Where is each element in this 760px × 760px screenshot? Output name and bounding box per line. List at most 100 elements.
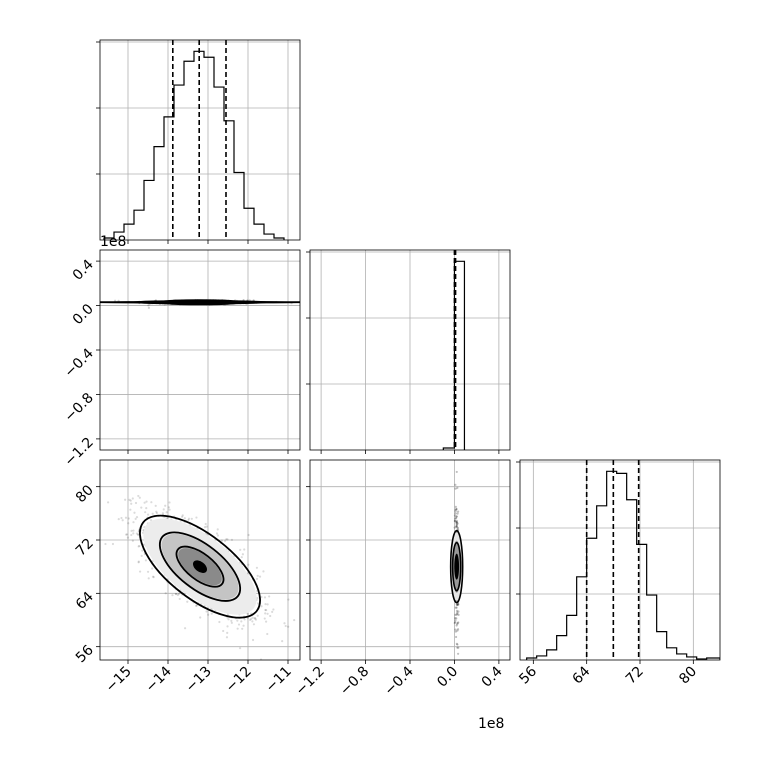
joint-p1-p3-xtick-label-2: −13: [183, 664, 215, 696]
joint-p1-p3-sample: [252, 623, 256, 626]
joint-p1-p3-sample: [146, 513, 150, 516]
hist-p3-xtick-label-2: 72: [623, 664, 647, 688]
joint-p2-p3-sample: [453, 526, 456, 529]
joint-p1-p3-sample: [263, 596, 267, 599]
joint-p2-p3-sample: [456, 643, 459, 646]
joint-p1-p3-sample: [171, 594, 174, 597]
joint-p1-p3-sample: [129, 499, 132, 502]
joint-p2-p3-sample: [457, 646, 460, 649]
hist-p3-step: [526, 470, 720, 660]
joint-p2-p3-sample: [456, 623, 459, 626]
joint-p1-p3-sample: [104, 542, 107, 546]
joint-p1-p3-sample: [281, 640, 284, 643]
hist-p1-frame: [99, 39, 301, 241]
joint-p1-p3-sample: [125, 533, 128, 536]
joint-p1-p3-sample: [255, 566, 259, 569]
joint-p1-p3-sample: [144, 511, 147, 514]
joint-p2-p3-xtick-label-4: 0.4: [479, 663, 506, 690]
joint-p1-p3-sample: [243, 618, 246, 621]
joint-p1-p2-core: [180, 300, 220, 304]
joint-p1-p3-sample: [134, 501, 138, 505]
joint-p1-p3-sample: [215, 532, 219, 535]
joint-p2-p3-xtick-label-2: −0.4: [381, 663, 416, 698]
joint-p2-p3-sample: [453, 514, 457, 517]
joint-p1-p2-ytick-label-3: 0.0: [70, 301, 97, 328]
joint-p2-p3-sample: [456, 603, 459, 606]
joint-p1-p3-sample: [147, 577, 150, 580]
joint-p1-p3-sample: [127, 522, 130, 525]
hist-p1-step: [103, 50, 285, 240]
joint-p1-p3-sample: [247, 563, 250, 566]
joint-p1-p3-sample: [220, 539, 224, 542]
joint-p1-p3-sample: [161, 512, 165, 515]
joint-p2-p3-sample: [455, 524, 458, 528]
joint-p1-p3-sample: [239, 548, 242, 551]
joint-p2-p3-sample: [455, 635, 458, 639]
joint-p1-p3-sample: [241, 553, 244, 556]
joint-p1-p3-sample: [127, 517, 130, 520]
joint-p2-p3-sample: [453, 519, 456, 523]
joint-p1-p3-sample: [125, 533, 129, 536]
hist-p1-content: [103, 40, 285, 240]
joint-p2-p3-sample: [456, 527, 460, 530]
joint-p1-p2-ytick-label-1: −0.8: [61, 390, 96, 425]
joint-p1-p2-sample: [147, 304, 150, 307]
joint-p2-p3-core: [454, 553, 460, 580]
joint-p1-p3-sample: [249, 618, 252, 622]
joint-p1-p3-sample: [256, 614, 259, 617]
joint-p2-p3-sample: [455, 521, 458, 524]
joint-p1-p3-sample: [256, 597, 259, 600]
joint-p1-p3-sample: [225, 538, 228, 541]
joint-p1-p3-sample: [176, 593, 179, 597]
joint-p2-p3-sample: [457, 603, 460, 606]
hist-p3-frame: [519, 459, 721, 661]
joint-p2-p3-sample: [454, 619, 457, 622]
joint-p2-p3-sample: [455, 642, 458, 645]
joint-p1-p3-sample: [243, 548, 246, 551]
hist-p3-xtick-label-1: 64: [570, 663, 594, 687]
joint-p1-p3-sample: [183, 517, 186, 520]
joint-p2-p3-sample: [455, 522, 458, 525]
joint-p1-p3-sample: [183, 627, 187, 630]
joint-p1-p3-sample: [238, 647, 242, 650]
joint-p1-p3-sample: [137, 533, 140, 537]
joint-p1-p3-frame: [99, 459, 301, 661]
joint-p1-p3-sample: [150, 501, 153, 504]
joint-p1-p3-sample: [186, 600, 189, 603]
joint-p1-p3-sample: [145, 507, 148, 510]
joint-p2-p3-contour-2: [451, 541, 462, 592]
hist-p2: [309, 249, 511, 451]
joint-p1-p3-sample: [137, 545, 140, 548]
joint-p2-p3-sample: [457, 652, 460, 655]
joint-p1-p3-sample: [203, 526, 207, 529]
joint-p1-p3-sample: [155, 510, 158, 513]
joint-p1-p3-sample: [131, 539, 134, 542]
joint-p1-p3-sample: [266, 603, 269, 606]
joint-p1-p3-sample: [271, 610, 274, 613]
joint-p1-p2-ytick-label-2: −0.4: [61, 345, 96, 380]
joint-p1-p3-sample: [133, 511, 136, 514]
joint-p2-p3-sample: [456, 646, 459, 649]
joint-p1-p3-ytick-label-2: 72: [73, 536, 97, 560]
joint-p1-p3-ytick-label-3: 80: [73, 482, 97, 506]
joint-p1-p3-sample: [230, 619, 233, 622]
joint-p1-p3-sample: [258, 575, 262, 578]
joint-p1-p3-sample: [255, 577, 259, 580]
joint-p2-p3-sample: [457, 610, 460, 613]
joint-p2-p3-sample: [456, 522, 459, 525]
joint-p2-p3-sample: [457, 602, 460, 606]
joint-p1-p3-sample: [140, 506, 143, 509]
joint-p1-p3-sample: [226, 625, 229, 628]
joint-p1-p3-sample: [223, 539, 227, 543]
joint-p1-p3-sample: [263, 617, 266, 620]
joint-p2-p3-sample: [455, 603, 458, 606]
joint-p1-p3-sample: [268, 595, 271, 598]
joint-p2-p3-sample: [455, 523, 459, 526]
joint-p1-p3-sample: [256, 602, 260, 605]
joint-p1-p3-core: [192, 560, 208, 573]
joint-p1-p3-sample: [132, 529, 135, 532]
joint-p2-p3-sample: [455, 525, 458, 528]
joint-p2-p3-xtick-label-1: −0.8: [337, 664, 372, 699]
joint-p2-p3-sample: [455, 519, 458, 522]
joint-p1-p3-sample: [174, 592, 177, 596]
